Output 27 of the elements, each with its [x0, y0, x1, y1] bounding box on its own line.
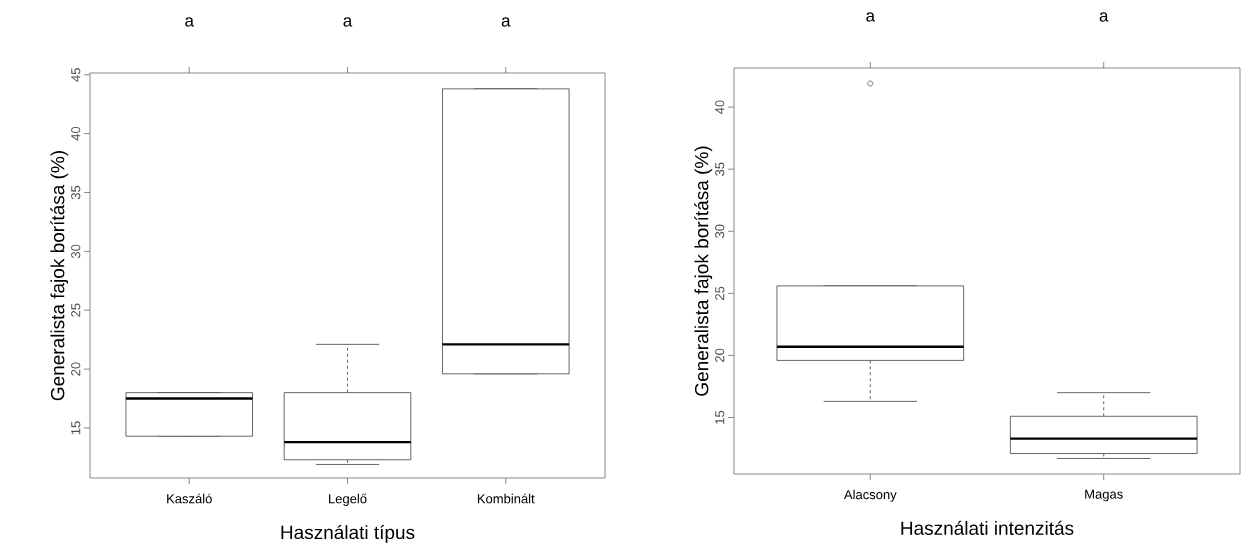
y-tick-label: 30	[715, 224, 725, 238]
y-axis-title: Generalista fajok borítása (%)	[694, 146, 713, 396]
text: a	[1099, 12, 1109, 22]
y-tick-label: 40	[71, 126, 81, 141]
text: a	[501, 17, 511, 27]
text: a	[343, 17, 353, 27]
x-tick-label: Kaszáló	[167, 493, 212, 504]
y-tick-label: 25	[71, 303, 81, 317]
text: a	[185, 17, 194, 27]
x-tick-label: Legelő	[329, 493, 367, 506]
x-axis-title: Használati típus	[281, 524, 415, 543]
y-tick-label: 35	[71, 185, 81, 200]
y-tick-label: 15	[71, 421, 81, 435]
x-tick-label: Magas	[1085, 489, 1123, 502]
y-tick-label: 30	[71, 244, 81, 259]
y-tick-label: 45	[71, 68, 81, 82]
y-tick-label: 25	[715, 286, 725, 300]
text: a	[866, 12, 876, 22]
x-axis-title: Használati intenzitás	[901, 520, 1074, 535]
y-axis-title: Generalista fajok borítása (%)	[50, 151, 69, 401]
x-tick-label: Kombinált	[477, 493, 535, 504]
y-tick-label: 20	[71, 362, 81, 376]
y-tick-label: 35	[715, 162, 725, 176]
x-tick-label: Alacsony	[843, 489, 897, 502]
y-tick-label: 15	[715, 410, 725, 424]
y-tick-label: 40	[715, 100, 725, 115]
y-tick-label: 20	[715, 348, 725, 362]
